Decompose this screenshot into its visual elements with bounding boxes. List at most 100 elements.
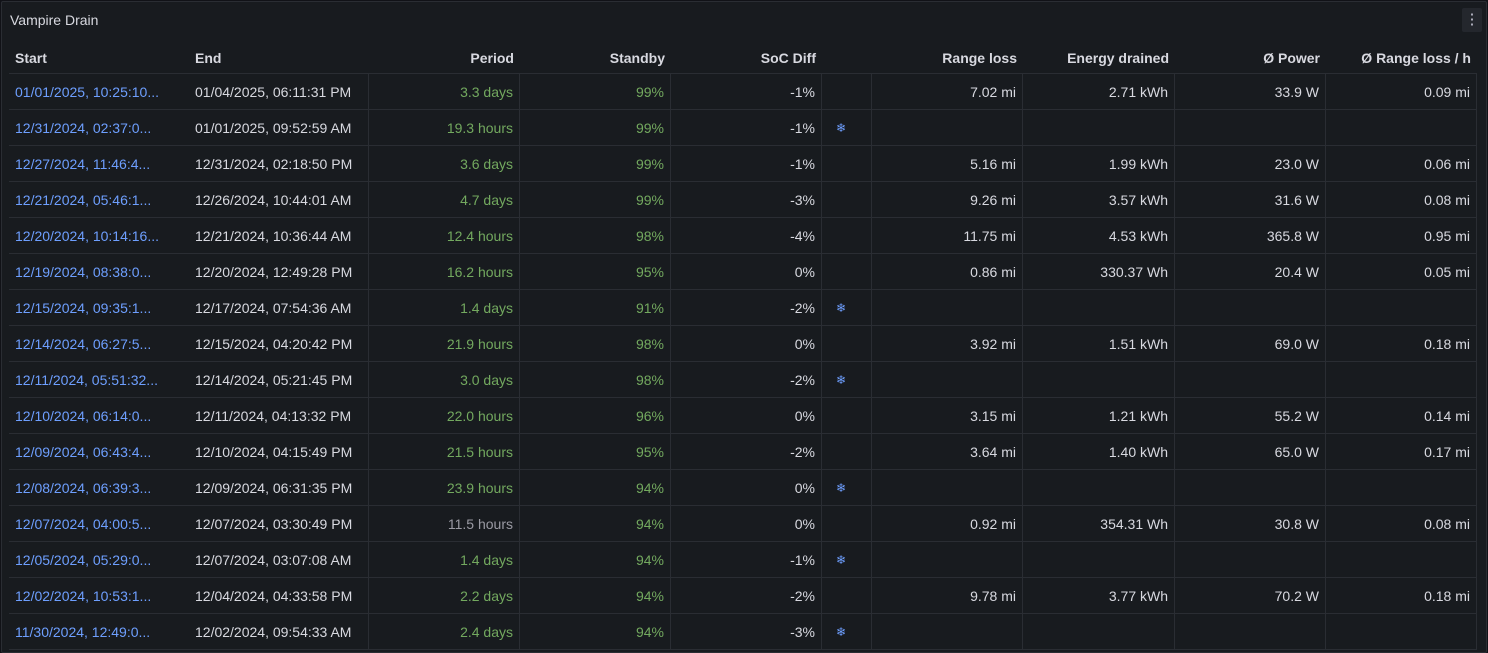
table-cell: 12/09/2024, 06:31:35 PM (189, 470, 369, 506)
table-cell: -3% (671, 182, 822, 218)
table-cell: 3.92 mi (872, 326, 1023, 362)
column-header: Ø Range loss / h (1326, 40, 1477, 74)
table-cell: 12/15/2024, 04:20:42 PM (189, 326, 369, 362)
table-cell[interactable]: 12/07/2024, 04:00:5... (9, 506, 189, 542)
table-cell: 3.6 days (369, 146, 520, 182)
table-cell: 22.0 hours (369, 398, 520, 434)
snow-icon: ❄ (822, 470, 872, 506)
table-cell (1175, 362, 1326, 398)
column-header: Start (9, 40, 189, 74)
table-cell: 0% (671, 254, 822, 290)
table-cell: 3.77 kWh (1023, 578, 1175, 614)
table-cell[interactable]: 12/14/2024, 06:27:5... (9, 326, 189, 362)
table-cell: 30.8 W (1175, 506, 1326, 542)
table-cell: 0.17 mi (1326, 434, 1477, 470)
snow-icon: ❄ (822, 542, 872, 578)
table-cell: 94% (520, 470, 671, 506)
table-cell: 12/14/2024, 05:21:45 PM (189, 362, 369, 398)
table-cell[interactable]: 12/31/2024, 02:37:0... (9, 110, 189, 146)
table-cell (1175, 470, 1326, 506)
table-cell[interactable]: 12/20/2024, 10:14:16... (9, 218, 189, 254)
table-cell: 0.08 mi (1326, 506, 1477, 542)
table-cell: 354.31 Wh (1023, 506, 1175, 542)
table-cell: 94% (520, 614, 671, 650)
table-cell: 95% (520, 254, 671, 290)
table-cell (1326, 614, 1477, 650)
table-cell: 0.86 mi (872, 254, 1023, 290)
table-cell: 12.4 hours (369, 218, 520, 254)
table-cell[interactable]: 01/01/2025, 10:25:10... (9, 74, 189, 110)
table-cell: 0.14 mi (1326, 398, 1477, 434)
table-cell: 12/07/2024, 03:30:49 PM (189, 506, 369, 542)
snow-icon: ❄ (822, 110, 872, 146)
table-cell (1326, 290, 1477, 326)
table-cell: 4.53 kWh (1023, 218, 1175, 254)
table-cell: 0.92 mi (872, 506, 1023, 542)
table-cell: 12/11/2024, 04:13:32 PM (189, 398, 369, 434)
table-cell: 01/01/2025, 09:52:59 AM (189, 110, 369, 146)
table-cell[interactable]: 12/10/2024, 06:14:0... (9, 398, 189, 434)
table-cell: 94% (520, 542, 671, 578)
table-cell: 99% (520, 182, 671, 218)
table-cell[interactable]: 12/11/2024, 05:51:32... (9, 362, 189, 398)
table-cell (1023, 614, 1175, 650)
table-cell: 11.75 mi (872, 218, 1023, 254)
snow-icon (822, 74, 872, 110)
table-cell: 98% (520, 326, 671, 362)
table-cell[interactable]: 12/02/2024, 10:53:1... (9, 578, 189, 614)
table-cell: 55.2 W (1175, 398, 1326, 434)
table-cell (872, 542, 1023, 578)
table-cell: 21.9 hours (369, 326, 520, 362)
table-cell: 0.05 mi (1326, 254, 1477, 290)
table-cell (872, 614, 1023, 650)
table-cell[interactable]: 12/27/2024, 11:46:4... (9, 146, 189, 182)
table-cell: 12/31/2024, 02:18:50 PM (189, 146, 369, 182)
table-cell: 23.0 W (1175, 146, 1326, 182)
table-cell (1175, 110, 1326, 146)
table-cell (1023, 290, 1175, 326)
table-cell: 0.09 mi (1326, 74, 1477, 110)
table-cell: 33.9 W (1175, 74, 1326, 110)
table-cell: 7.02 mi (872, 74, 1023, 110)
column-header: SoC Diff (671, 40, 822, 74)
table-cell: 2.4 days (369, 614, 520, 650)
table-cell: 3.0 days (369, 362, 520, 398)
table-cell: 1.40 kWh (1023, 434, 1175, 470)
snow-icon (822, 398, 872, 434)
table-cell (872, 362, 1023, 398)
table-cell: -1% (671, 74, 822, 110)
table-cell: 2.71 kWh (1023, 74, 1175, 110)
table-cell[interactable]: 12/09/2024, 06:43:4... (9, 434, 189, 470)
table-cell[interactable]: 11/30/2024, 12:49:0... (9, 614, 189, 650)
table-cell: 0.18 mi (1326, 326, 1477, 362)
column-header: Range loss (872, 40, 1023, 74)
table-cell: -1% (671, 542, 822, 578)
snow-icon (822, 254, 872, 290)
table-cell: 1.4 days (369, 290, 520, 326)
column-header: Period (369, 40, 520, 74)
table-cell: 12/02/2024, 09:54:33 AM (189, 614, 369, 650)
snow-icon: ❄ (822, 362, 872, 398)
table-cell: -2% (671, 578, 822, 614)
table-cell: 70.2 W (1175, 578, 1326, 614)
table-cell[interactable]: 12/05/2024, 05:29:0... (9, 542, 189, 578)
table-cell (1326, 470, 1477, 506)
table-cell: 3.3 days (369, 74, 520, 110)
snow-icon (822, 506, 872, 542)
table-cell: -1% (671, 146, 822, 182)
snow-icon: ❄ (822, 614, 872, 650)
table-cell: -2% (671, 362, 822, 398)
table-cell[interactable]: 12/08/2024, 06:39:3... (9, 470, 189, 506)
panel-menu[interactable]: ⋮ (1462, 8, 1482, 32)
table-cell[interactable]: 12/19/2024, 08:38:0... (9, 254, 189, 290)
table-cell: 0% (671, 398, 822, 434)
table-cell[interactable]: 12/21/2024, 05:46:1... (9, 182, 189, 218)
table-cell: 99% (520, 110, 671, 146)
table-cell: -4% (671, 218, 822, 254)
table-cell (1023, 362, 1175, 398)
table-cell[interactable]: 12/15/2024, 09:35:1... (9, 290, 189, 326)
table-cell (1175, 542, 1326, 578)
table-cell: 91% (520, 290, 671, 326)
